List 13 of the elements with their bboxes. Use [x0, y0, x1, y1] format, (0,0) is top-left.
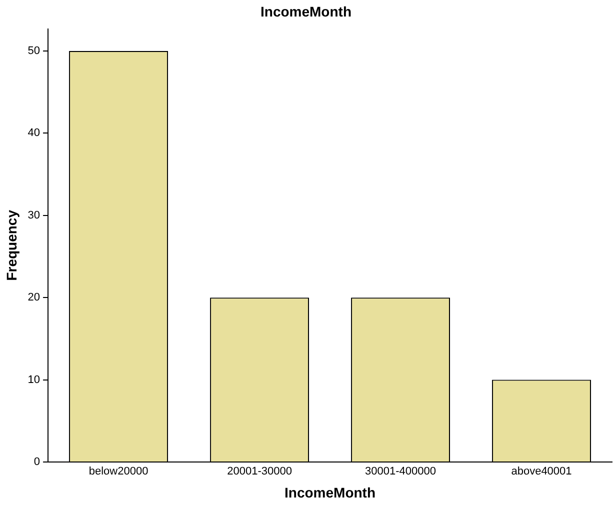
y-axis-title: Frequency [3, 210, 20, 281]
x-axis-title: IncomeMonth [284, 484, 376, 500]
y-tick-label: 50 [28, 45, 40, 58]
x-tick-label: 20001-30000 [227, 466, 292, 478]
chart-title: IncomeMonth [260, 3, 352, 20]
x-tick-label: above40001 [511, 466, 572, 478]
y-tick-label: 0 [34, 456, 40, 468]
y-tick-label: 40 [28, 127, 40, 140]
y-tick-label: 10 [28, 374, 40, 386]
y-tick-label: 20 [28, 292, 40, 304]
x-tick-label: 30001-400000 [365, 466, 436, 478]
y-tick-label: 30 [28, 209, 40, 222]
x-tick-label: below20000 [88, 466, 148, 478]
